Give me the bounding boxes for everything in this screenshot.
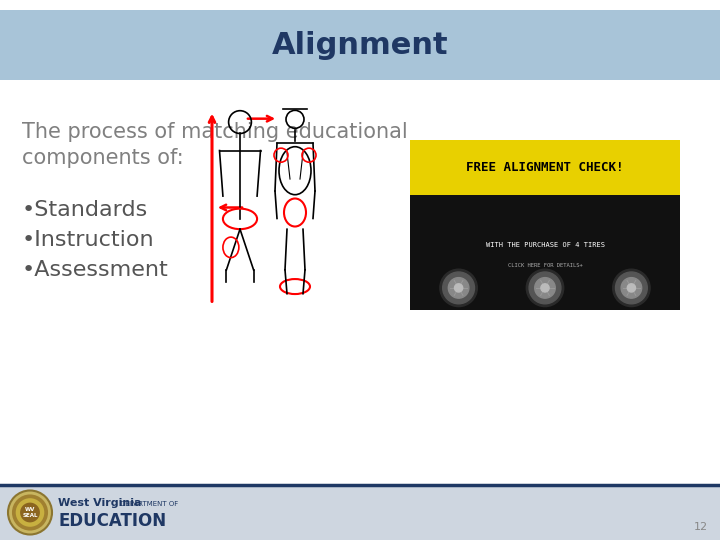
Circle shape (541, 284, 549, 292)
Text: WITH THE PURCHASE OF 4 TIRES: WITH THE PURCHASE OF 4 TIRES (485, 242, 605, 248)
Circle shape (616, 272, 647, 304)
Circle shape (443, 272, 474, 304)
Circle shape (16, 498, 45, 527)
Text: FREE ALIGNMENT CHECK!: FREE ALIGNMENT CHECK! (467, 161, 624, 174)
Text: DEPARTMENT OF: DEPARTMENT OF (118, 501, 179, 507)
Text: The process of matching educational: The process of matching educational (22, 122, 408, 142)
Circle shape (526, 269, 564, 307)
Text: 12: 12 (694, 522, 708, 532)
Text: components of:: components of: (22, 148, 184, 168)
Bar (0, 10, 720, 80)
Text: •Standards: •Standards (22, 200, 148, 220)
Text: •Instruction: •Instruction (22, 230, 155, 250)
Circle shape (440, 269, 477, 307)
Text: •Assessment: •Assessment (22, 260, 168, 280)
Text: EDUCATION: EDUCATION (58, 511, 166, 530)
Text: CLICK HERE FOR DETAILS+: CLICK HERE FOR DETAILS+ (508, 264, 582, 268)
Circle shape (20, 503, 40, 522)
Text: WV
SEAL: WV SEAL (22, 507, 37, 518)
Bar (410, 140, 680, 310)
Text: West Virginia: West Virginia (58, 498, 142, 509)
Circle shape (621, 278, 642, 298)
Bar (0, 485, 720, 540)
Bar (410, 140, 680, 195)
Circle shape (535, 278, 555, 298)
Circle shape (627, 284, 636, 292)
Circle shape (8, 490, 52, 535)
Circle shape (613, 269, 650, 307)
Circle shape (449, 278, 469, 298)
Text: Alignment: Alignment (271, 30, 449, 59)
Circle shape (454, 284, 463, 292)
Circle shape (529, 272, 561, 304)
Circle shape (12, 495, 48, 530)
